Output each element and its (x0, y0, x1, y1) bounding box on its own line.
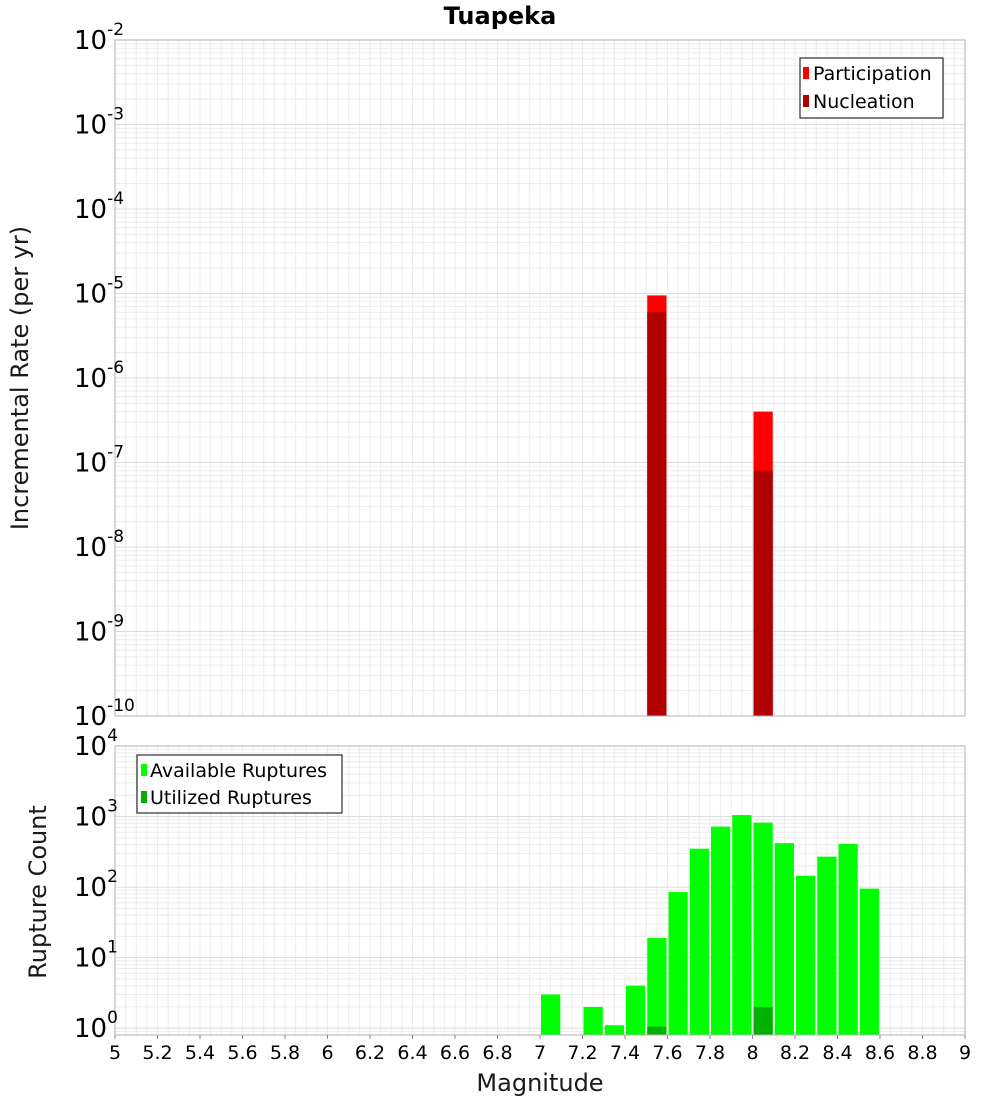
rate-y-tick-label: 10-10 (74, 696, 135, 732)
x-ticks: 5 5.2 5.4 5.6 5.8 6 6.2 6.4 6.6 6.8 7 7.2 7.4 7.6 7.8 8… (109, 1035, 971, 1064)
x-tick-label: 6.6 (440, 1042, 470, 1064)
legend-swatch-participation (803, 67, 809, 79)
count-y-tick-label: 103 (74, 797, 118, 833)
rate-bars (647, 295, 773, 716)
x-tick-label: 5.6 (227, 1042, 257, 1064)
x-tick-label: 8.2 (780, 1042, 810, 1064)
count-panel: 104 103 102 101 100 5 5.2 5.4 5.6 5.8 6 6.2 6.4 6.6 6… (24, 726, 971, 1097)
x-tick-label: 7 (534, 1042, 546, 1064)
rate-legend-box (799, 57, 944, 119)
available-ruptures-bar (541, 994, 561, 1035)
available-ruptures-bar (583, 1006, 603, 1035)
x-tick-label: 6.8 (482, 1042, 512, 1064)
x-tick-label: 8.6 (865, 1042, 895, 1064)
x-tick-label: 7.8 (695, 1042, 725, 1064)
available-ruptures-bar (604, 1025, 624, 1035)
utilized-ruptures-bar (647, 1026, 667, 1035)
x-tick-label: 7.2 (567, 1042, 597, 1064)
rate-y-tick-label: 10-9 (74, 612, 124, 648)
available-ruptures-bar (753, 822, 773, 1035)
available-ruptures-bar (774, 843, 794, 1035)
x-tick-label: 8 (746, 1042, 758, 1064)
count-y-tick-label: 104 (74, 726, 118, 762)
count-y-axis-label: Rupture Count (24, 805, 52, 979)
count-y-ticks: 104 103 102 101 100 (74, 726, 118, 1044)
x-tick-label: 5.2 (142, 1042, 172, 1064)
legend-swatch-available (141, 764, 147, 776)
x-tick-label: 9 (959, 1042, 971, 1064)
count-legend: Available Ruptures Utilized Ruptures (136, 754, 343, 814)
x-tick-label: 6 (321, 1042, 333, 1064)
available-ruptures-bar (668, 892, 688, 1035)
x-tick-label: 5 (109, 1042, 121, 1064)
rate-panel: 10-2 10-3 10-4 10-5 10-6 10-7 10-8 10-9 10-10 In… (6, 20, 966, 732)
available-ruptures-bar (626, 985, 646, 1035)
available-ruptures-bar (732, 815, 752, 1035)
x-tick-label: 8.4 (822, 1042, 852, 1064)
count-y-tick-label: 100 (74, 1008, 118, 1044)
x-tick-label: 8.8 (907, 1042, 937, 1064)
rate-y-tick-label: 10-7 (74, 443, 124, 479)
available-ruptures-bar (838, 843, 858, 1035)
rate-plot-frame (114, 39, 966, 717)
x-tick-label: 7.6 (652, 1042, 682, 1064)
chart-title: Tuapeka (444, 2, 557, 30)
rate-y-axis-label: Incremental Rate (per yr) (6, 226, 34, 530)
x-tick-label: 5.8 (270, 1042, 300, 1064)
rate-legend: Participation Nucleation (799, 57, 944, 119)
legend-label-participation: Participation (813, 63, 932, 85)
legend-label-utilized: Utilized Ruptures (150, 787, 312, 809)
count-y-tick-label: 102 (74, 867, 118, 903)
x-axis-label: Magnitude (476, 1069, 603, 1097)
nucleation-bar (753, 470, 773, 716)
available-ruptures-bar (859, 888, 879, 1035)
legend-label-nucleation: Nucleation (813, 91, 915, 113)
utilized-ruptures-bar (753, 1006, 773, 1035)
available-ruptures-bar (817, 856, 837, 1035)
rate-y-tick-label: 10-6 (74, 358, 124, 394)
count-legend-box (136, 754, 343, 814)
available-ruptures-bar (711, 826, 731, 1035)
rate-y-tick-label: 10-5 (74, 274, 124, 310)
rate-y-ticks: 10-2 10-3 10-4 10-5 10-6 10-7 10-8 10-9 10-10 (74, 20, 135, 732)
x-tick-label: 5.4 (185, 1042, 215, 1064)
count-bars (541, 815, 879, 1035)
x-tick-label: 6.2 (355, 1042, 385, 1064)
nucleation-bar (647, 312, 667, 716)
rate-grid (114, 39, 966, 717)
x-tick-label: 7.4 (610, 1042, 640, 1064)
available-ruptures-bar (796, 875, 816, 1035)
available-ruptures-bar (689, 848, 709, 1035)
legend-swatch-utilized (141, 791, 147, 803)
count-y-tick-label: 101 (74, 938, 118, 974)
rate-y-tick-label: 10-2 (74, 20, 124, 56)
legend-label-available: Available Ruptures (150, 760, 327, 782)
rate-y-tick-label: 10-8 (74, 527, 124, 563)
rate-y-tick-label: 10-4 (74, 189, 124, 225)
x-tick-label: 6.4 (397, 1042, 427, 1064)
rate-y-tick-label: 10-3 (74, 105, 124, 141)
legend-swatch-nucleation (803, 95, 809, 107)
available-ruptures-bar (647, 937, 667, 1035)
